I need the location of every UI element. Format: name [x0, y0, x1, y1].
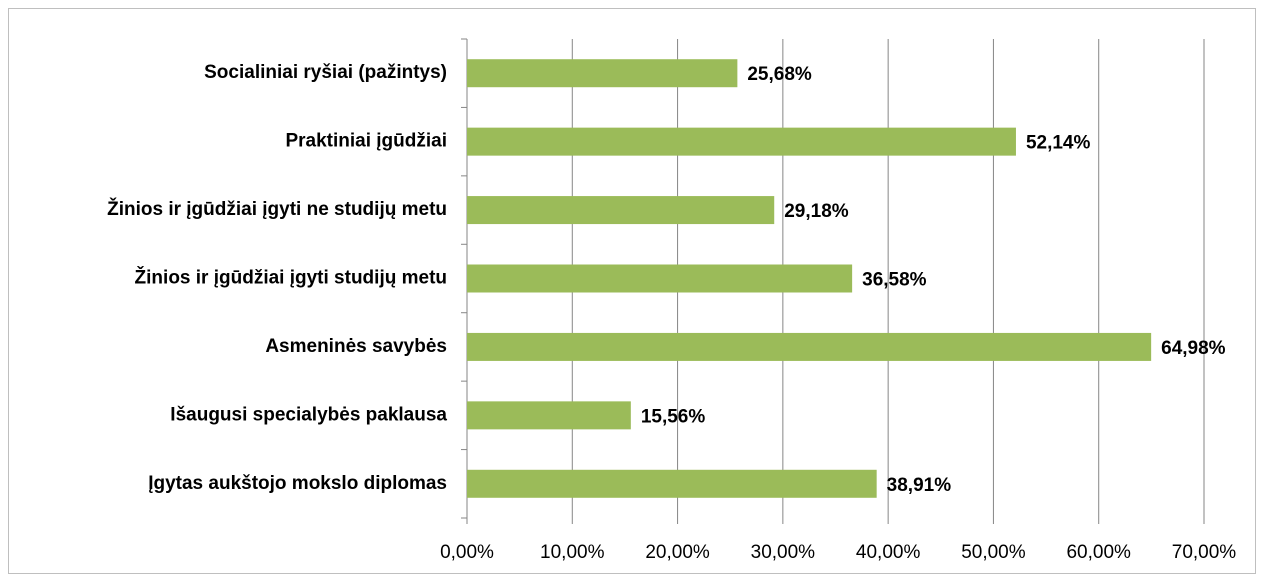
bar [467, 469, 877, 498]
bar [467, 264, 853, 293]
bar [467, 127, 1016, 156]
x-tick-label: 0,00% [440, 542, 494, 563]
x-tick-label: 70,00% [1172, 542, 1237, 563]
value-label: 52,14% [1026, 133, 1091, 154]
x-tick-label: 60,00% [1066, 542, 1131, 563]
bar [467, 59, 738, 88]
y-tick-label: Žinios ir įgūdžiai įgyti ne studijų metu [107, 198, 447, 220]
value-label: 38,91% [887, 475, 952, 496]
value-label: 64,98% [1161, 338, 1226, 359]
x-tick-label: 10,00% [540, 542, 605, 563]
y-tick-label: Išaugusi specialybės paklausa [170, 404, 447, 425]
y-tick-label: Socialiniai ryšiai (pažintys) [204, 62, 447, 83]
bar [467, 332, 1152, 361]
x-tick-label: 40,00% [856, 542, 921, 563]
x-tick-label: 30,00% [751, 542, 816, 563]
bar [467, 196, 775, 225]
value-label: 36,58% [862, 270, 927, 291]
y-tick-label: Įgytas aukštojo mokslo diplomas [148, 473, 447, 494]
y-tick-label: Žinios ir įgūdžiai įgyti studijų metu [135, 267, 447, 289]
value-label: 25,68% [747, 64, 812, 85]
value-label: 15,56% [641, 406, 706, 427]
x-tick-label: 50,00% [961, 542, 1026, 563]
bar [467, 401, 631, 430]
y-tick-label: Praktiniai įgūdžiai [285, 131, 447, 152]
value-label: 29,18% [784, 201, 849, 222]
y-tick-label: Asmeninės savybės [265, 336, 447, 357]
x-tick-label: 20,00% [645, 542, 710, 563]
